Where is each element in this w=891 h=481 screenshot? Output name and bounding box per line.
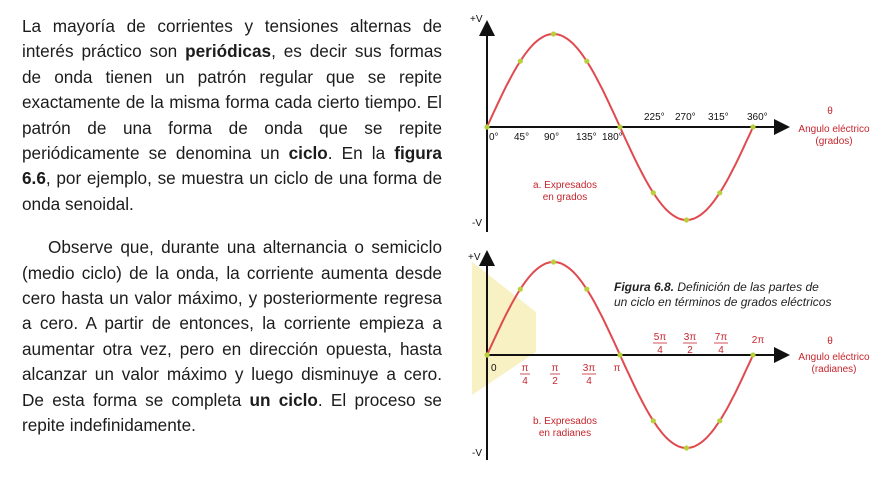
bottom-tick-7pi4-num: 7π xyxy=(715,332,728,343)
p1-text-4: , por ejemplo, se muestra un ciclo de un… xyxy=(22,168,442,214)
top-marker-5 xyxy=(650,190,656,196)
bottom-tick-3pi2-num: 3π xyxy=(684,332,697,343)
bottom-tick-7pi4-den: 4 xyxy=(718,345,724,356)
bottom-tick-5pi4-den: 4 xyxy=(657,345,663,356)
bottom-marker-0 xyxy=(484,352,490,358)
p2-text-2: . El proceso se repite indefinidamente. xyxy=(22,389,442,436)
bottom-pos-label: +V xyxy=(468,252,481,263)
bottom-tick-pi2-den: 2 xyxy=(552,376,558,387)
top-marker-4 xyxy=(617,124,623,130)
top-marker-2 xyxy=(550,31,557,37)
bottom-axis-label: Angulo eléctrico xyxy=(798,352,870,363)
bottom-tick-pi4-num: π xyxy=(522,363,529,374)
top-marker-7 xyxy=(717,190,723,196)
bottom-marker-5 xyxy=(650,418,656,424)
top-marker-1 xyxy=(517,58,523,64)
top-tick-45: 45° xyxy=(514,132,529,143)
top-pos-label: +V xyxy=(470,14,483,25)
p1-bold-ciclo: ciclo xyxy=(288,143,328,164)
p2-bold-un-ciclo: un ciclo xyxy=(249,389,318,410)
bottom-marker-7 xyxy=(717,418,723,424)
p1-bold-figura: figura 6.6 xyxy=(22,143,442,189)
top-axis-label: Angulo eléctrico xyxy=(798,124,870,135)
top-wave-markers xyxy=(484,31,756,223)
bottom-tick-pi4-den: 4 xyxy=(522,376,528,387)
bottom-tick-3pi2-den: 2 xyxy=(687,345,693,356)
top-axis-unit: (grados) xyxy=(815,136,852,147)
bottom-wave-markers xyxy=(484,259,756,451)
bottom-marker-3 xyxy=(584,286,590,292)
bottom-tick-3pi4-num: 3π xyxy=(583,363,596,374)
bottom-tick-pi2-num: π xyxy=(552,363,559,374)
bottom-neg-label: -V xyxy=(472,448,482,459)
bottom-marker-4 xyxy=(617,352,623,358)
top-subcaption-2: en grados xyxy=(543,192,587,203)
p1-text-2: , es decir sus formas de onda tienen un … xyxy=(22,41,443,164)
figure-caption-label: Figura 6.8. xyxy=(614,280,674,294)
bottom-tick-3pi4-den: 4 xyxy=(586,376,592,387)
bottom-marker-6 xyxy=(683,445,690,451)
figure-caption-line-1: Figura 6.8. Definición de las partes de xyxy=(614,280,819,294)
bottom-theta: θ xyxy=(827,336,833,347)
top-theta: θ xyxy=(827,106,833,117)
top-chart: +V -V 0° 45° 90° 135° 180° 225° 270° 315… xyxy=(470,14,870,232)
p1-text-3: . En la xyxy=(327,143,395,164)
top-marker-8 xyxy=(750,124,756,130)
top-tick-180: 180° xyxy=(602,132,623,143)
bottom-marker-8 xyxy=(750,352,756,358)
bottom-axis-unit: (radianes) xyxy=(811,364,856,375)
bottom-subcaption-1: b. Expresados xyxy=(533,416,597,427)
top-subcaption-1: a. Expresados xyxy=(533,180,597,191)
p1-bold-periodicas: periódicas xyxy=(185,41,272,62)
top-tick-270: 270° xyxy=(675,112,696,123)
top-tick-135: 135° xyxy=(576,132,597,143)
bottom-marker-2 xyxy=(550,259,557,265)
top-neg-label: -V xyxy=(472,218,482,229)
bottom-tick-2pi: 2π xyxy=(752,335,765,346)
figure-caption-line-2: un ciclo en términos de grados eléctrico… xyxy=(614,295,831,309)
bottom-tick-pi: π xyxy=(614,363,621,374)
top-marker-6 xyxy=(683,217,690,223)
top-tick-225: 225° xyxy=(644,112,665,123)
p2-text-1: Observe que, durante una alternancia o s… xyxy=(22,237,442,410)
bottom-subcaption-2: en radianes xyxy=(539,428,591,439)
top-zero-label: 0° xyxy=(489,132,499,143)
bottom-chart: +V -V 0 π 4 π 2 3π 4 π 5π 4 3π 2 7π 4 2π… xyxy=(468,250,870,460)
top-marker-3 xyxy=(584,58,590,64)
figure-caption-text-1: Definición de las partes de xyxy=(677,280,819,294)
paragraph-1: La mayoría de corrientes y tensiones alt… xyxy=(22,14,442,217)
bottom-zero-label: 0 xyxy=(491,363,497,374)
top-tick-90: 90° xyxy=(544,132,559,143)
p1-text-1: La mayoría de corrientes y tensiones alt… xyxy=(22,16,442,62)
paragraph-2: Observe que, durante una alternancia o s… xyxy=(22,235,442,438)
bottom-tick-5pi4-num: 5π xyxy=(654,332,667,343)
top-tick-360: 360° xyxy=(747,112,768,123)
body-text: La mayoría de corrientes y tensiones alt… xyxy=(22,14,442,439)
top-marker-0 xyxy=(484,124,490,130)
bottom-marker-1 xyxy=(517,286,523,292)
top-tick-315: 315° xyxy=(708,112,729,123)
